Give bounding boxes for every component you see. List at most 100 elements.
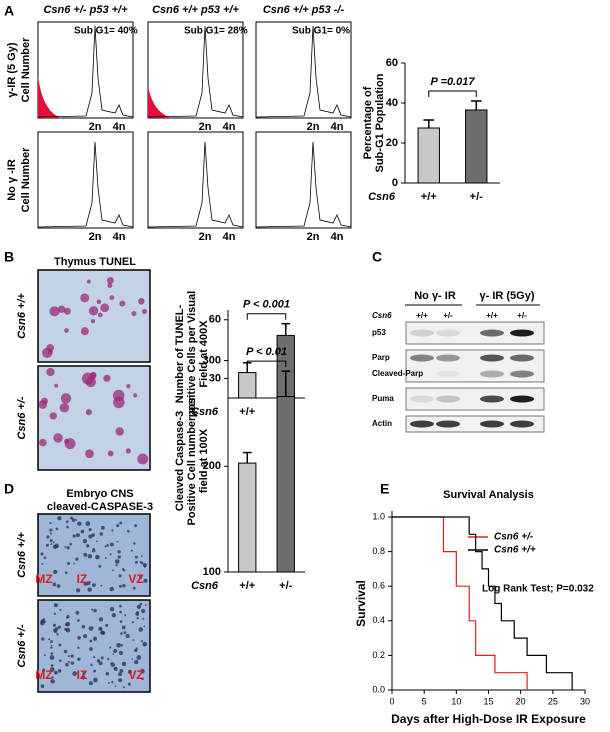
- cell: [107, 450, 114, 457]
- cell: [49, 412, 57, 420]
- cell: [75, 588, 81, 593]
- legend-label: Csn6 +/-: [494, 532, 534, 543]
- sub-g1-label: Sub G1= 28%: [184, 26, 248, 37]
- x-tick-label: +/-: [470, 191, 483, 203]
- x-tick-label: +/+: [239, 406, 255, 418]
- cell: [116, 524, 120, 528]
- row-label: Csn6 +/+: [16, 531, 28, 577]
- cell: [58, 643, 62, 647]
- cell: [39, 438, 47, 447]
- cell: [103, 374, 111, 382]
- cell: [140, 640, 143, 643]
- histogram: [147, 25, 244, 118]
- x-tick-label: +/+: [239, 580, 255, 592]
- histogram: [37, 141, 134, 228]
- column-header: Csn6 +/+ p53 +/+: [152, 4, 239, 16]
- protein-label: p53: [372, 328, 386, 337]
- micrograph: [37, 269, 151, 363]
- band: [480, 329, 504, 337]
- cell: [109, 542, 114, 547]
- x-axis-label: Csn6: [368, 191, 396, 203]
- cell: [119, 610, 122, 614]
- cell: [126, 529, 130, 533]
- significance-bracket: [246, 313, 287, 320]
- cell: [87, 587, 92, 592]
- peak-label: 2n: [307, 121, 320, 133]
- x-tick-label: 5: [422, 696, 427, 706]
- lane-label: +/-: [517, 311, 527, 320]
- cell: [109, 586, 114, 592]
- cell: [100, 656, 104, 660]
- cell: [49, 306, 60, 317]
- band: [436, 329, 460, 337]
- cell: [97, 312, 103, 318]
- cell: [69, 516, 74, 520]
- cell: [142, 617, 145, 620]
- cell: [75, 533, 80, 538]
- cell: [141, 608, 146, 614]
- cell: [112, 653, 115, 655]
- column-header: Csn6 +/- p53 +/+: [43, 4, 128, 16]
- cell: [77, 619, 80, 622]
- cell: [110, 662, 115, 667]
- zone-label: IZ: [77, 572, 88, 586]
- cell: [85, 409, 92, 416]
- cell: [50, 640, 53, 643]
- survival-curve: [392, 516, 528, 690]
- panel-letter: D: [4, 481, 14, 497]
- cell: [53, 603, 58, 608]
- protein-label: Cleaved-Parp: [372, 369, 423, 378]
- cell: [119, 668, 124, 673]
- cell: [131, 621, 134, 624]
- cell: [118, 584, 122, 588]
- cell: [113, 396, 125, 409]
- cell: [53, 612, 56, 615]
- cell: [40, 684, 45, 688]
- cell: [100, 627, 103, 630]
- cell: [64, 438, 76, 450]
- cell: [88, 534, 93, 539]
- annotation: Log Rank Test; P=0.032: [482, 584, 594, 595]
- histogram-frame: [37, 21, 134, 119]
- cell: [49, 521, 52, 525]
- cell: [95, 554, 100, 560]
- bar: [238, 462, 257, 573]
- peak-label: 2n: [89, 121, 102, 133]
- cell: [83, 582, 88, 586]
- column-header: Csn6 +/+ p53 -/-: [263, 4, 345, 16]
- band: [410, 420, 434, 428]
- y-tick-label: 100: [203, 566, 221, 578]
- cell: [77, 657, 81, 662]
- cell: [88, 306, 99, 316]
- cell: [100, 525, 105, 530]
- cell: [85, 521, 91, 526]
- cell: [90, 318, 96, 324]
- cell: [72, 534, 76, 538]
- band: [410, 354, 434, 362]
- cell: [121, 661, 127, 667]
- histogram-frame: [147, 21, 244, 119]
- cell: [134, 560, 138, 564]
- row-label: γ-IR (5 Gy): [6, 42, 18, 97]
- cell: [52, 582, 57, 587]
- histogram-frame: [147, 131, 244, 229]
- sub-g1-label: Sub G1= 0%: [292, 26, 350, 37]
- cell: [141, 677, 144, 681]
- cell: [142, 562, 148, 568]
- axis-label: Cell Number: [20, 37, 32, 103]
- cell: [122, 568, 125, 571]
- sub-g1-area: [38, 76, 62, 118]
- cell: [119, 521, 123, 525]
- cell: [139, 561, 142, 564]
- cell: [55, 527, 59, 531]
- cell: [118, 672, 123, 677]
- p-value: P =0.017: [431, 76, 476, 88]
- cell: [120, 632, 123, 635]
- cell: [70, 654, 74, 658]
- cell: [113, 666, 118, 671]
- cell: [99, 532, 103, 536]
- cell: [116, 642, 121, 648]
- cell: [54, 627, 59, 631]
- histogram-frame: [255, 21, 352, 119]
- x-axis-label: Csn6: [191, 580, 219, 592]
